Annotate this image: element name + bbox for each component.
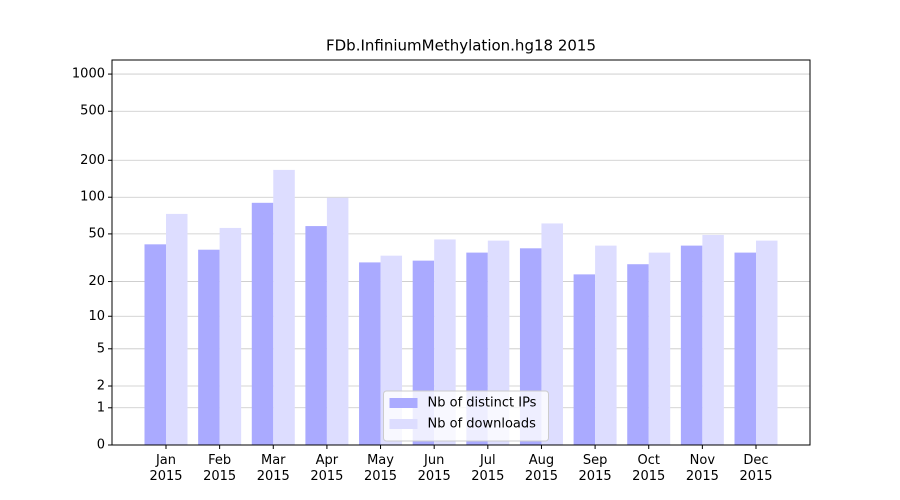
bar (627, 264, 649, 445)
x-tick-label: Apr 2015 (310, 453, 344, 484)
bar (166, 213, 188, 445)
bar (702, 234, 724, 445)
y-tick-label: 1000 (72, 67, 105, 82)
y-tick-label: 100 (80, 190, 105, 205)
bar (734, 252, 756, 445)
legend-box (383, 390, 549, 442)
bar (595, 245, 617, 445)
bar (198, 249, 220, 445)
y-tick-label: 10 (88, 309, 105, 324)
bar (541, 223, 563, 445)
legend-swatch (389, 398, 418, 408)
y-tick-label: 200 (80, 153, 105, 168)
legend-label: Nb of distinct IPs (428, 396, 537, 411)
x-tick-label: Aug 2015 (524, 453, 558, 484)
bar (680, 245, 703, 445)
bar (273, 169, 295, 445)
bar (326, 197, 349, 445)
x-tick-label: Mar 2015 (256, 453, 290, 484)
bar (251, 202, 274, 445)
legend-swatch (389, 419, 418, 429)
x-tick-label: Oct 2015 (632, 453, 666, 484)
y-tick-label: 50 (88, 226, 105, 241)
bar (144, 244, 166, 445)
chart-title: FDb.InfiniumMethylation.hg18 2015 (326, 37, 596, 55)
y-tick-label: 5 (97, 341, 105, 356)
bar (573, 274, 596, 445)
legend-label: Nb of downloads (428, 417, 537, 432)
x-tick-label: May 2015 (363, 453, 398, 484)
x-tick-label: Jul 2015 (471, 453, 505, 484)
y-tick-label: 500 (80, 104, 105, 119)
x-tick-label: Dec 2015 (739, 453, 773, 484)
y-tick-label: 1 (97, 400, 105, 415)
bar (359, 262, 381, 445)
legend: Nb of distinct IPs Nb of downloads (383, 390, 549, 442)
y-tick-label: 0 (97, 438, 105, 453)
x-tick-label: Nov 2015 (685, 453, 719, 484)
y-tick-label: 20 (88, 274, 105, 289)
bar (305, 226, 327, 445)
plot-frame (111, 59, 811, 446)
x-tick-label: Feb 2015 (203, 453, 237, 484)
x-tick-label: Sep 2015 (578, 453, 612, 484)
y-tick-label: 2 (97, 379, 105, 394)
bar (756, 240, 778, 445)
x-tick-label: Jun 2015 (417, 453, 451, 484)
x-tick-label: Jan 2015 (149, 453, 183, 484)
bar (648, 252, 671, 445)
bar (219, 227, 242, 445)
